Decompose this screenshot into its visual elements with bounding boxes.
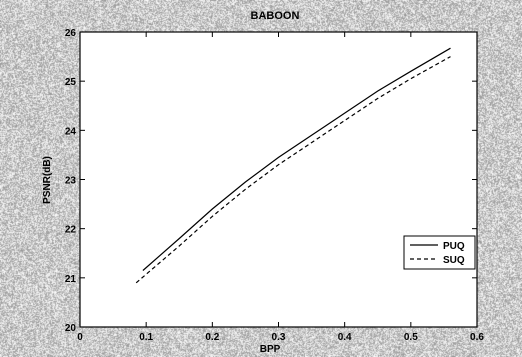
x-tick-label: 0.4 (338, 332, 352, 343)
data-series (135, 47, 451, 284)
y-tick-label: 22 (65, 225, 77, 236)
x-tick-label: 0 (77, 332, 83, 343)
x-tick-label: 0.3 (272, 332, 286, 343)
legend-box (403, 235, 476, 270)
legend: PUQ SUQ (403, 235, 476, 270)
y-tick-label: 23 (65, 176, 77, 187)
axes: 0 0.1 0.2 0.3 0.4 0.5 0.6 20 21 22 23 24 25 26 (65, 28, 485, 343)
y-tick-label: 26 (65, 28, 77, 39)
y-tick-label: 20 (65, 323, 77, 334)
series-line-suq (135, 56, 451, 284)
legend-label-suq: SUQ (443, 255, 465, 266)
x-tick-label: 0.6 (470, 332, 484, 343)
x-tick-label: 0.5 (404, 332, 418, 343)
legend-label-puq: PUQ (443, 241, 465, 252)
y-tick-label: 24 (65, 126, 77, 137)
series-line-puq (142, 47, 451, 271)
x-tick-label: 0.2 (205, 332, 219, 343)
y-tick-label: 21 (65, 274, 77, 285)
chart-title: BABOON (251, 10, 300, 22)
plot-area (79, 31, 478, 328)
y-tick-label: 25 (65, 77, 77, 88)
y-axis-label: PSNR(dB) (42, 156, 53, 204)
x-axis-label: BPP (260, 344, 281, 355)
x-tick-label: 0.1 (139, 332, 153, 343)
